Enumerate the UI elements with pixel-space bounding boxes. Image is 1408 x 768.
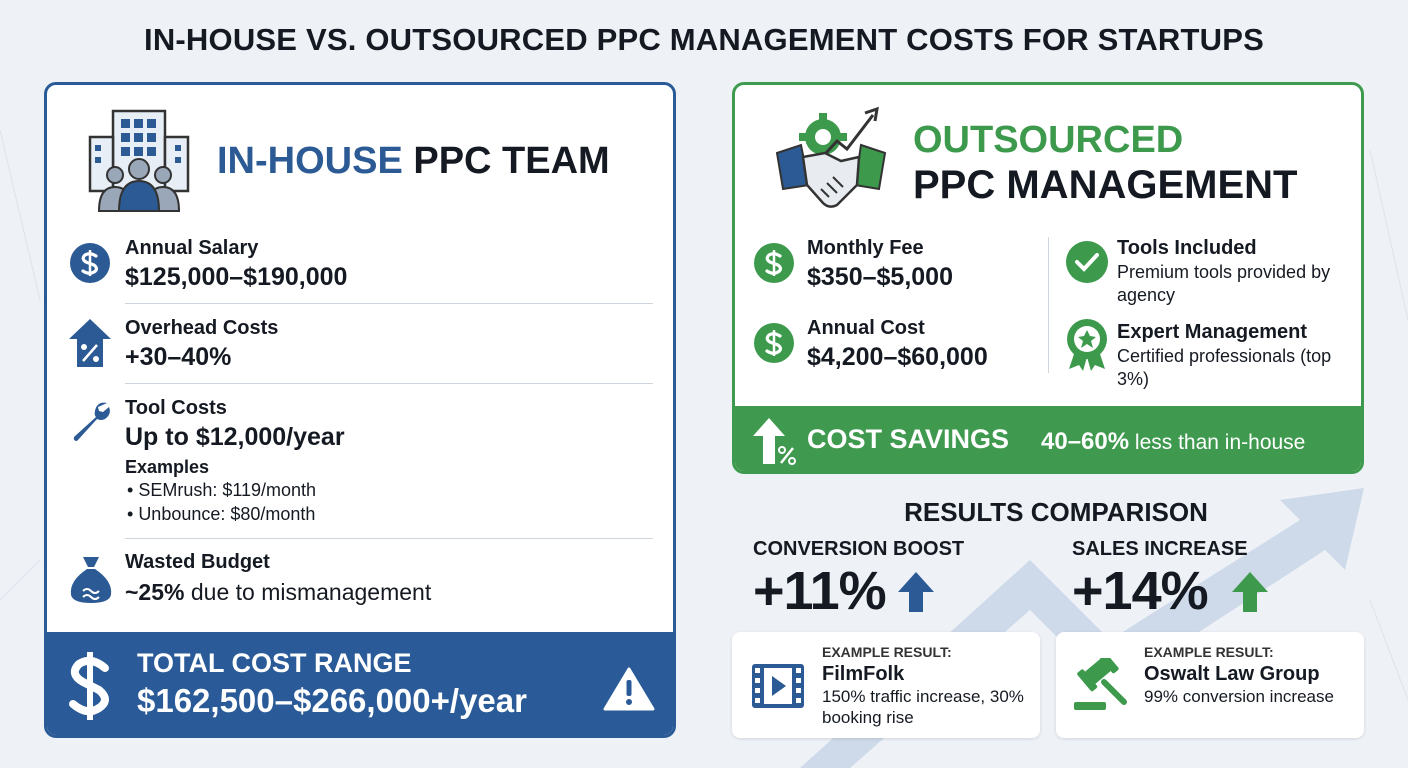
- feature-label: Expert Management: [1117, 321, 1308, 343]
- item-label: Wasted Budget: [125, 551, 270, 573]
- example-item: • SEMrush: $119/month: [127, 480, 317, 500]
- separator: [125, 538, 653, 539]
- examples-label: Examples: [125, 457, 210, 477]
- page-title: IN-HOUSE VS. OUTSOURCED PPC MANAGEMENT C…: [144, 22, 1264, 57]
- dollar-icon: [754, 243, 794, 283]
- metric-label: CONVERSION BOOST: [753, 538, 965, 560]
- feature-text: Premium tools provided by agency: [1117, 262, 1331, 305]
- item-value: ~25% due to mismanagement: [125, 579, 431, 606]
- cost-label: Annual Cost: [807, 317, 925, 339]
- item-value: $125,000–$190,000: [125, 263, 348, 291]
- savings-value: 40–60% less than in-house: [1041, 428, 1305, 456]
- dollar-icon: [70, 243, 110, 283]
- separator: [125, 303, 653, 304]
- example-text: Unbounce: $80/month: [138, 504, 316, 524]
- example-kicker: EXAMPLE RESULT:: [822, 644, 952, 660]
- example-text: 150% traffic increase, 30% booking rise: [822, 687, 1024, 727]
- example-name: Oswalt Law Group: [1144, 663, 1320, 685]
- in-house-heading: IN-HOUSE PPC TEAM: [217, 140, 610, 183]
- outsourced-card: OUTSOURCED PPC MANAGEMENT Monthly Fee $3…: [732, 82, 1364, 474]
- divider: [1048, 237, 1049, 373]
- example-kicker: EXAMPLE RESULT:: [1144, 644, 1274, 660]
- savings-band: COST SAVINGS 40–60% less than in-house: [735, 406, 1361, 471]
- building-icon: [88, 109, 190, 212]
- savings-strong: 40–60%: [1041, 428, 1130, 455]
- cost-label: Monthly Fee: [807, 237, 924, 259]
- wrench-icon: [73, 402, 110, 441]
- dollar-sign-icon: [69, 652, 109, 720]
- up-arrow-green: [1232, 572, 1268, 612]
- in-house-card: IN-HOUSE PPC TEAM Annual Salary $125,000…: [44, 82, 676, 738]
- example-text: 99% conversion increase: [1144, 687, 1334, 706]
- example-name: FilmFolk: [822, 663, 905, 685]
- dollar-icon: [754, 323, 794, 363]
- gavel-icon: [1074, 658, 1127, 710]
- item-value: Up to $12,000/year: [125, 423, 345, 451]
- item-value: +30–40%: [125, 343, 232, 371]
- film-icon: [752, 664, 804, 708]
- heading-rest: PPC MANAGEMENT: [913, 163, 1298, 207]
- example-card: EXAMPLE RESULT: FilmFolk 150% traffic in…: [732, 632, 1040, 738]
- savings-label: COST SAVINGS: [807, 424, 1010, 454]
- heading-accent: OUTSOURCED: [913, 119, 1184, 161]
- item-label: Annual Salary: [125, 237, 259, 259]
- separator: [125, 383, 653, 384]
- results-title: RESULTS COMPARISON: [904, 497, 1208, 527]
- total-band: TOTAL COST RANGE $162,500–$266,000+/year: [47, 632, 673, 735]
- value-rest: due to mismanagement: [190, 579, 432, 605]
- cost-value: $4,200–$60,000: [807, 343, 988, 371]
- item-label: Overhead Costs: [125, 317, 279, 339]
- metric-value: +11%: [753, 561, 887, 621]
- example-item: • Unbounce: $80/month: [127, 504, 316, 524]
- house-percent-icon: [69, 319, 111, 367]
- example-text: SEMrush: $119/month: [138, 480, 317, 500]
- example-card: EXAMPLE RESULT: Oswalt Law Group 99% con…: [1056, 632, 1364, 738]
- savings-rest: less than in-house: [1134, 431, 1306, 454]
- award-icon: [1067, 319, 1107, 371]
- metric-value: +14%: [1072, 561, 1209, 621]
- total-value: $162,500–$266,000+/year: [137, 682, 527, 719]
- handshake-icon: [775, 106, 887, 208]
- heading-rest: PPC TEAM: [413, 140, 610, 182]
- up-arrow-blue: [898, 572, 934, 612]
- cost-value: $350–$5,000: [807, 263, 953, 291]
- up-percent-icon: [753, 418, 796, 465]
- heading-accent: IN-HOUSE: [217, 140, 403, 182]
- check-icon: [1066, 241, 1108, 283]
- metric-label: SALES INCREASE: [1072, 538, 1248, 560]
- feature-label: Tools Included: [1117, 237, 1257, 259]
- item-label: Tool Costs: [125, 397, 227, 419]
- warning-icon: [603, 667, 655, 711]
- money-bag-icon: [70, 557, 112, 603]
- value-strong: ~25%: [125, 579, 185, 605]
- feature-text: Certified professionals (top 3%): [1117, 346, 1332, 389]
- total-label: TOTAL COST RANGE: [137, 648, 412, 678]
